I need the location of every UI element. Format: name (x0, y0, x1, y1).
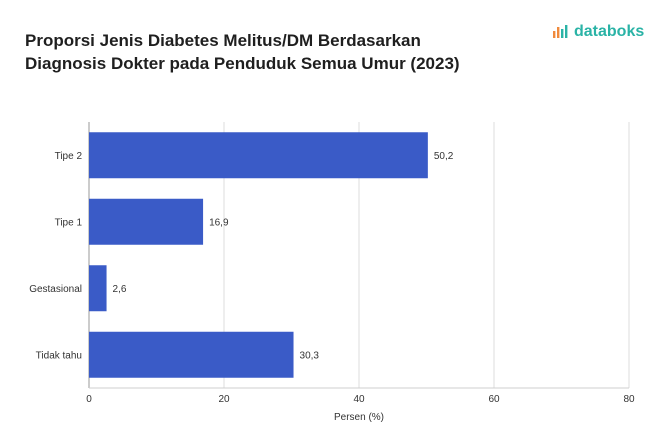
chart-value-labels: 50,2 16,9 2,6 30,3 (113, 151, 454, 362)
category-label: Gestasional (29, 284, 82, 295)
bar-value-label: 16,9 (209, 217, 229, 228)
brand-name: databoks (574, 23, 645, 40)
bar-value-label: 30,3 (300, 350, 320, 361)
brand-logo: databoks (552, 22, 644, 42)
chart-x-ticks: 0 20 40 60 80 (86, 394, 635, 405)
bar-value-label: 2,6 (113, 284, 127, 295)
x-axis-title: Persen (%) (334, 412, 384, 423)
databoks-logo-icon (553, 25, 568, 38)
bar (89, 265, 107, 312)
x-tick-label: 20 (218, 394, 230, 405)
bar (89, 331, 294, 378)
x-tick-label: 40 (353, 394, 365, 405)
chart-bars (89, 132, 428, 378)
x-tick-label: 0 (86, 394, 92, 405)
category-label: Tipe 2 (55, 151, 83, 162)
x-tick-label: 80 (623, 394, 635, 405)
chart-category-labels: Tipe 2 Tipe 1 Gestasional Tidak tahu (29, 151, 82, 362)
bar (89, 132, 428, 179)
x-tick-label: 60 (488, 394, 500, 405)
category-label: Tipe 1 (55, 217, 83, 228)
category-label: Tidak tahu (36, 350, 82, 361)
bar (89, 198, 204, 245)
bar-value-label: 50,2 (434, 151, 454, 162)
chart-title: Proporsi Jenis Diabetes Melitus/DM Berda… (25, 31, 460, 73)
